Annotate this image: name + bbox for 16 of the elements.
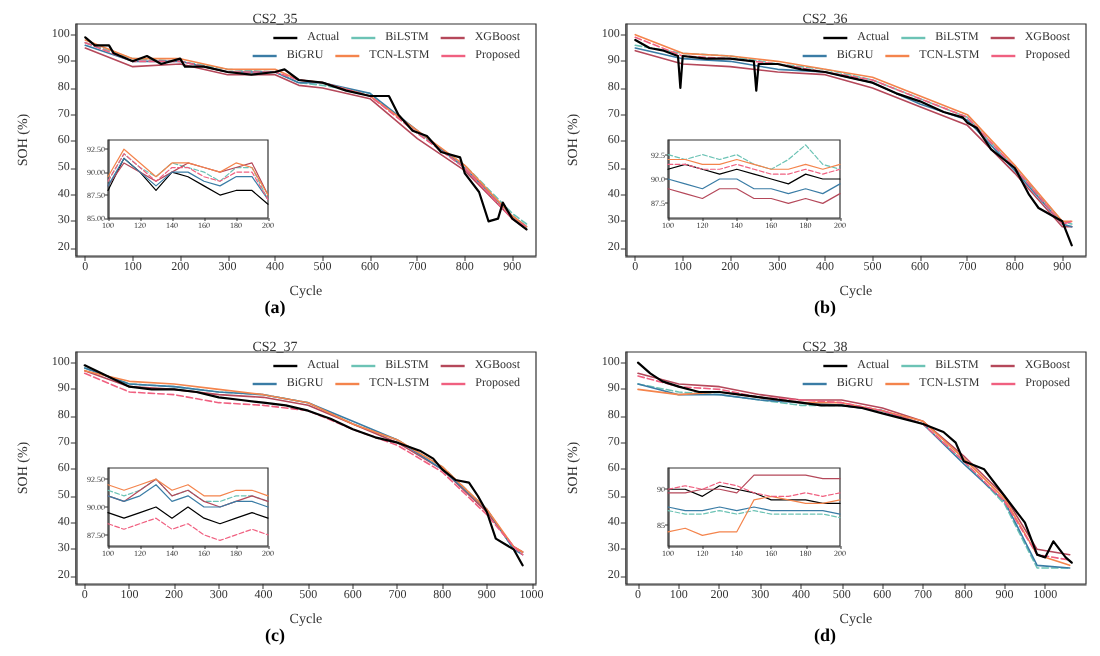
text: (c) <box>265 625 286 645</box>
line-series <box>107 478 269 497</box>
line-series <box>667 495 841 536</box>
line-series <box>667 178 841 195</box>
line-series <box>107 517 269 542</box>
line-series <box>667 188 841 204</box>
line-series <box>667 474 841 494</box>
line-series <box>667 144 841 170</box>
text: (a) <box>264 297 286 317</box>
line-series <box>667 481 841 497</box>
text: (b) <box>814 297 837 317</box>
line-series <box>107 506 269 525</box>
line-series <box>667 485 841 505</box>
line-series <box>107 484 269 508</box>
text: (d) <box>814 625 837 645</box>
line-series <box>667 163 841 185</box>
